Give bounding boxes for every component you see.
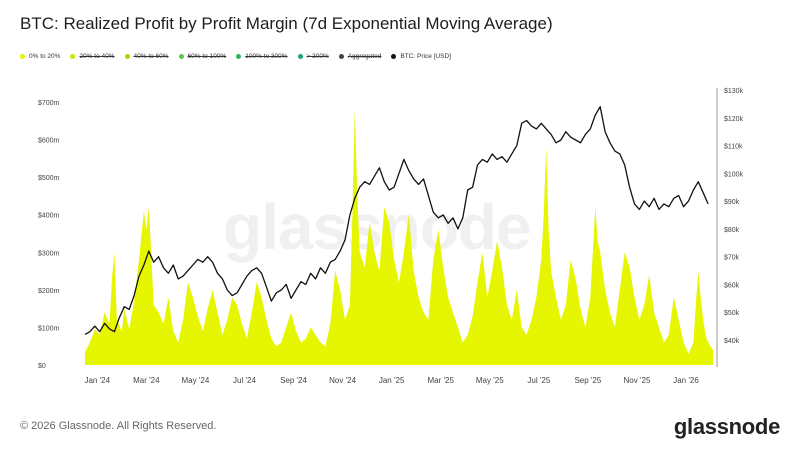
- left-tick-label: $700m: [38, 100, 60, 107]
- legend-label: 60% to 100%: [187, 52, 227, 60]
- btc-price-line: [84, 106, 709, 335]
- legend-swatch: [178, 53, 184, 59]
- glassnode-logo: glassnode: [673, 414, 780, 439]
- left-tick-label: $0: [38, 363, 46, 370]
- x-tick-label: Jul '24: [233, 376, 256, 385]
- left-tick-label: $400m: [38, 213, 60, 220]
- chart-plot: $0 $100m $200m $300m $400m $500m $600m $700m $40…: [38, 88, 744, 385]
- x-tick-label: Nov '25: [624, 376, 651, 385]
- left-tick-label: $600m: [38, 138, 60, 145]
- legend-item[interactable]: 60% to 100%: [178, 52, 227, 60]
- copyright-footer: © 2026 Glassnode. All Rights Reserved.: [20, 420, 217, 432]
- legend-label: BTC: Price [USD]: [400, 52, 451, 60]
- right-tick-label: $50k: [724, 310, 740, 317]
- legend-item[interactable]: > 300%: [297, 52, 329, 60]
- right-tick-label: $40k: [724, 338, 740, 345]
- right-tick-label: $110k: [724, 144, 743, 151]
- right-tick-label: $120k: [724, 116, 744, 123]
- left-tick-label: $500m: [38, 175, 60, 182]
- profit-0-20-area: [85, 109, 713, 365]
- x-tick-label: Jan '24: [84, 376, 110, 385]
- legend-item[interactable]: Aggregated: [338, 52, 382, 60]
- right-tick-label: $90k: [724, 199, 740, 206]
- x-tick-label: Mar '25: [427, 376, 454, 385]
- left-tick-label: $300m: [38, 250, 60, 257]
- legend-swatch: [124, 53, 130, 59]
- right-tick-label: $70k: [724, 255, 740, 262]
- legend-swatch: [20, 53, 25, 59]
- legend-swatch: [297, 53, 303, 59]
- x-tick-label: Sep '25: [574, 376, 601, 385]
- x-tick-label: Nov '24: [329, 376, 356, 385]
- x-tick-label: May '24: [182, 376, 210, 385]
- x-tick-label: Jul '25: [527, 376, 550, 385]
- legend-swatch: [236, 53, 242, 59]
- x-tick-label: Sep '24: [280, 376, 307, 385]
- legend-label: > 300%: [306, 52, 329, 60]
- legend-swatch: [338, 53, 344, 59]
- legend-item[interactable]: 40% to 60%: [124, 52, 169, 60]
- x-tick-label: May '25: [476, 376, 504, 385]
- legend-label: 100% to 300%: [245, 52, 288, 60]
- legend-item[interactable]: BTC: Price [USD]: [391, 53, 451, 60]
- chart-legend: 0% to 20% 20% to 40% 40% to 60% 60% to 100%…: [20, 50, 461, 62]
- legend-item[interactable]: 0% to 20%: [20, 53, 60, 60]
- left-tick-label: $100m: [38, 325, 60, 332]
- legend-swatch: [391, 53, 397, 59]
- legend-swatch: [70, 53, 76, 59]
- legend-item[interactable]: 100% to 300%: [236, 52, 288, 60]
- left-tick-label: $200m: [38, 288, 60, 295]
- legend-label: 20% to 40%: [79, 52, 115, 60]
- x-tick-label: Jan '25: [379, 376, 405, 385]
- chart-title: BTC: Realized Profit by Profit Margin (7…: [20, 14, 553, 33]
- legend-item[interactable]: 20% to 40%: [70, 52, 115, 60]
- x-tick-label: Mar '24: [133, 376, 160, 385]
- right-tick-label: $130k: [724, 88, 744, 95]
- x-tick-label: Jan '26: [673, 376, 699, 385]
- right-tick-label: $100k: [724, 171, 744, 178]
- legend-label: 0% to 20%: [29, 52, 61, 60]
- right-tick-label: $80k: [724, 227, 740, 234]
- legend-label: Aggregated: [347, 52, 382, 60]
- legend-label: 40% to 60%: [133, 52, 169, 60]
- right-tick-label: $60k: [724, 282, 740, 289]
